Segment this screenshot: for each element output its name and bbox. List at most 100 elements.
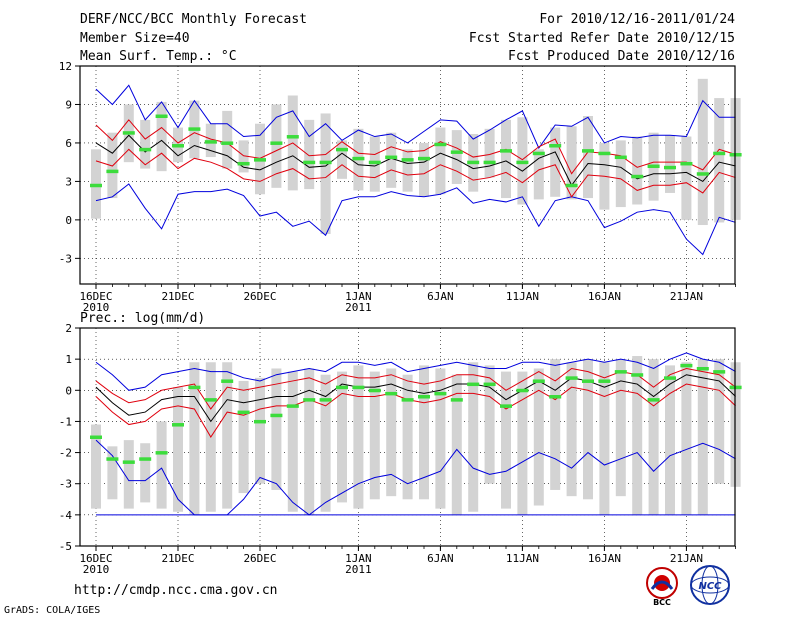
temp-range-box [484, 128, 495, 178]
prec-ytick-label: -4 [59, 509, 73, 522]
prec-range-box [648, 359, 659, 515]
prec-ytick-label: 1 [65, 353, 72, 366]
temp-ytick-label: 12 [59, 60, 72, 73]
temp-median-marker [582, 149, 594, 153]
prec-range-box [320, 374, 331, 512]
prec-ytick-label: 2 [65, 322, 72, 335]
temp-range-box [665, 135, 675, 193]
temp-median-marker [664, 165, 676, 170]
prec-xtick-label: 26DEC [243, 552, 276, 565]
prec-median-marker [483, 382, 496, 387]
temp-frame [79, 65, 736, 285]
temp-xtick-label: 16DEC [79, 290, 112, 303]
prec-max-line [95, 352, 736, 391]
temp-median-marker [450, 150, 463, 154]
prec-median-marker [155, 451, 168, 455]
temp-median-marker [549, 144, 562, 148]
prec-median-marker [582, 379, 594, 383]
prec-median-marker [680, 363, 693, 368]
temp-xtick-label: 11JAN [506, 290, 539, 303]
prec-median-marker [221, 379, 234, 383]
temp-range-box [615, 140, 626, 208]
prec-range-box [451, 374, 462, 515]
temp-median-marker [532, 151, 545, 156]
prec-median-marker [286, 404, 299, 408]
prec-range-box [304, 368, 315, 515]
temp-median-marker [696, 172, 709, 176]
prec-median-marker [385, 391, 398, 396]
temp-median-marker [139, 147, 152, 152]
prec-median-marker [598, 379, 611, 383]
prec-range-box [484, 365, 495, 484]
prec-ytick-label: -1 [59, 415, 72, 428]
temp-range-box [714, 98, 725, 223]
prec-median-marker [516, 388, 529, 393]
prec-range-box [501, 371, 511, 509]
prec-range-box [402, 374, 413, 500]
prec-ytick-label: 0 [65, 384, 72, 397]
prec-median-marker [614, 370, 627, 374]
prec-median-marker [549, 395, 562, 399]
temp-median-marker [418, 156, 430, 161]
temp-range-box [402, 149, 413, 192]
prec-ytick-label: -5 [59, 540, 72, 553]
temp-range-box [222, 110, 233, 169]
temp-median-marker [434, 142, 447, 147]
prec-median-marker [532, 379, 545, 383]
temp-range-box [681, 136, 692, 220]
prec-range-box [714, 359, 725, 484]
temp-ytick-label: -3 [59, 252, 72, 265]
prec-xtick-label: 21DEC [161, 552, 194, 565]
temp-median-marker [368, 160, 381, 165]
prec-ytick-label: -2 [59, 447, 72, 460]
prec-range-box [156, 421, 167, 509]
temp-median-marker [516, 160, 529, 165]
temp-xtick-sublabel: 2010 [83, 301, 110, 314]
temp-ytick-label: 6 [65, 137, 72, 150]
temp-range-box [238, 140, 249, 173]
prec-range-box [566, 362, 577, 497]
prec-median-marker [204, 398, 217, 402]
prec-range-box [468, 362, 479, 512]
temp-ytick-label: 3 [65, 175, 72, 188]
temp-range-box [320, 113, 331, 234]
temp-xtick-label: 16JAN [588, 290, 621, 303]
prec-range-box [287, 371, 298, 512]
prec-range-box [435, 368, 446, 509]
temp-range-box [271, 104, 282, 188]
temp-range-box [140, 119, 151, 169]
prec-median-marker [696, 366, 709, 371]
prec-xtick-label: 16DEC [79, 552, 112, 565]
svg-text:BCC: BCC [653, 598, 671, 607]
prec-ytick-label: -3 [59, 478, 72, 491]
prec-range-box [697, 359, 708, 515]
prec-lower-spread-line [95, 383, 736, 438]
prec-median-marker [319, 398, 332, 402]
temp-median-marker [237, 161, 250, 166]
prec-median-marker [434, 391, 447, 396]
prec-median-marker [139, 457, 152, 461]
bcc-logo: BCC [646, 567, 678, 607]
produced-date: Fcst Produced Date 2010/12/16 [508, 49, 735, 64]
temp-ytick-label: 0 [65, 214, 72, 227]
temp-median-marker [106, 169, 119, 174]
temp-median-marker [319, 160, 332, 165]
prec-median-marker [352, 385, 365, 390]
top-variable-label: Mean Surf. Temp.: °C [80, 49, 237, 64]
temp-median-marker [286, 135, 299, 139]
forecast-period: For 2010/12/16-2011/01/24 [539, 12, 735, 27]
temp-median-marker [401, 158, 414, 162]
prec-range-box [271, 368, 282, 490]
temp-range-box [501, 119, 511, 199]
prec-median-marker [336, 385, 348, 390]
temp-median-marker [680, 161, 693, 166]
source-url[interactable]: http://cmdp.ncc.cma.gov.cn [74, 583, 278, 598]
refer-date: Fcst Started Refer Date 2010/12/15 [468, 31, 735, 46]
prec-range-box [91, 424, 101, 509]
prec-range-box [550, 359, 561, 490]
prec-upper-spread-line [95, 367, 736, 410]
temp-median-marker [172, 144, 184, 148]
prec-range-box [583, 359, 593, 500]
